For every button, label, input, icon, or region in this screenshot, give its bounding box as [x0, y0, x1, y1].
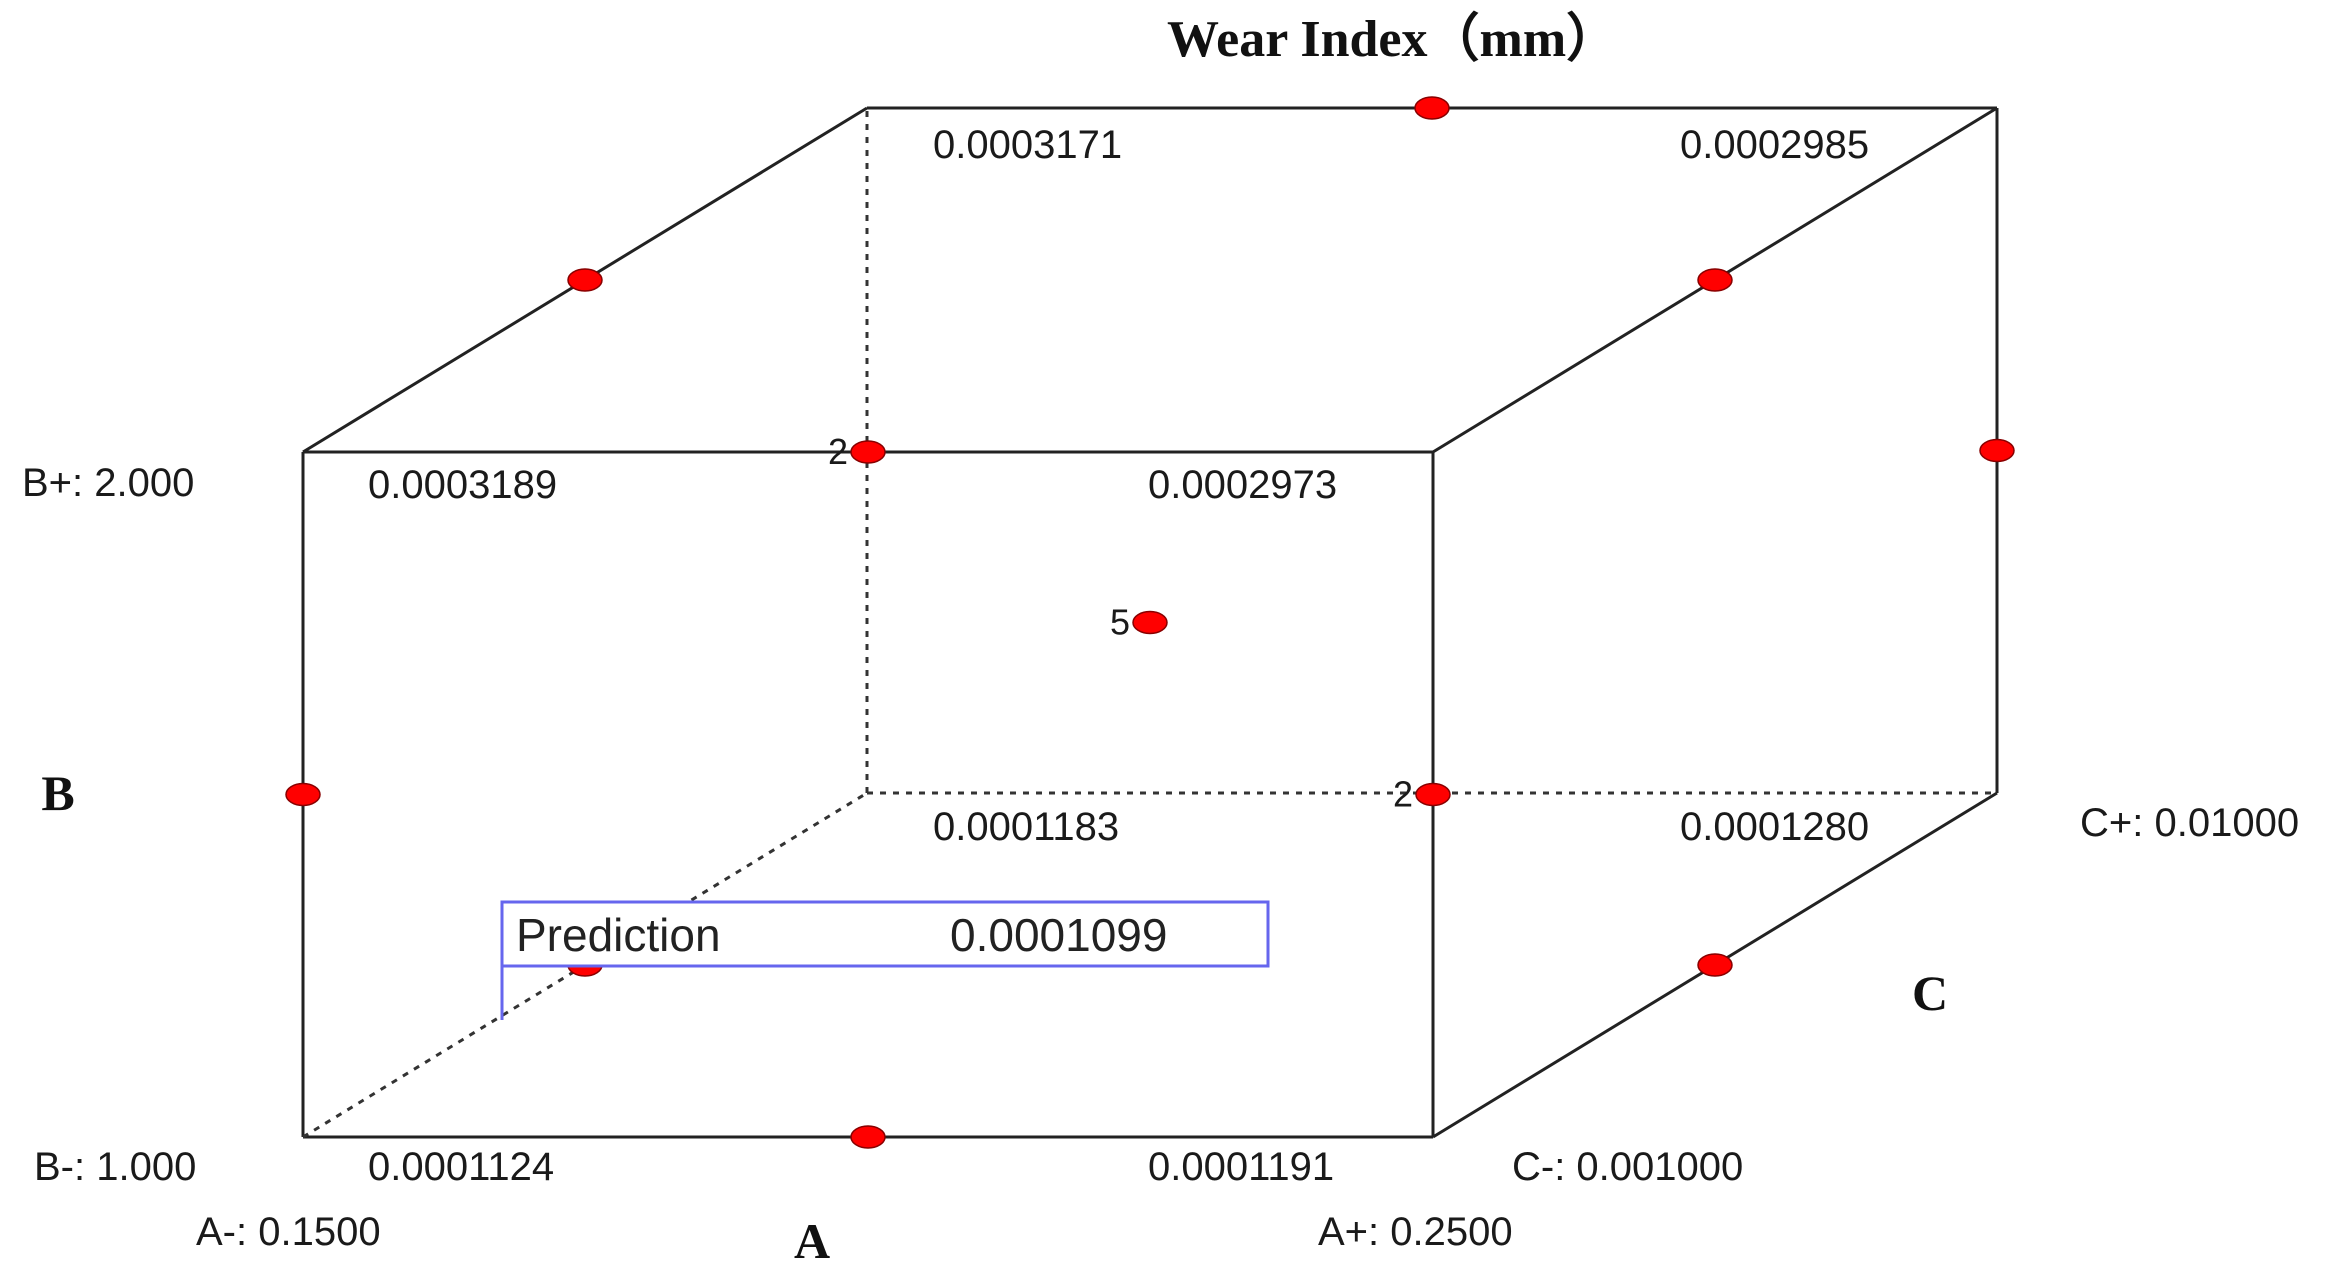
- prediction-value: 0.0001099: [950, 909, 1167, 961]
- corner-value-a-high-b-high-c-high: 0.0002985: [1680, 123, 1869, 167]
- corner-value-a-low-b-high-c-high: 0.0003171: [933, 123, 1122, 167]
- design-point: [1697, 953, 1733, 977]
- prediction-box: [500, 900, 1270, 968]
- factor-a-low-label: A-: 0.1500: [196, 1210, 381, 1254]
- corner-value-a-low-b-low-c-high: 0.0001183: [933, 805, 1119, 849]
- factor-c-low-label: C-: 0.001000: [1512, 1145, 1743, 1189]
- corner-value-a-low-b-high-c-low: 0.0003189: [368, 463, 557, 507]
- chart-title: Wear Index（mm）: [1167, 10, 1618, 68]
- corner-value-a-low-b-low-c-low: 0.0001124: [368, 1145, 554, 1189]
- design-point: [567, 268, 603, 292]
- prediction-label: Prediction: [516, 909, 721, 961]
- factor-c-high-label: C+: 0.01000: [2080, 801, 2299, 845]
- corner-value-a-high-b-low-c-high: 0.0001280: [1680, 805, 1869, 849]
- design-points: 2 2 5: [285, 96, 2015, 1149]
- design-point: [1415, 782, 1451, 807]
- design-point: [1979, 438, 2015, 463]
- factor-b-name: B: [41, 765, 74, 821]
- factor-a-high-label: A+: 0.2500: [1318, 1210, 1513, 1254]
- design-point: [850, 440, 886, 464]
- factor-c-name: C: [1912, 965, 1948, 1021]
- design-point-count: 2: [1393, 774, 1413, 815]
- corner-value-a-high-b-low-c-low: 0.0001191: [1148, 1145, 1334, 1189]
- design-point: [850, 1125, 886, 1149]
- cube-labels: Wear Index（mm） B+: 2.000 B-: 1.000 A-: 0…: [22, 10, 2299, 1269]
- design-point: [1697, 268, 1733, 292]
- factor-b-low-label: B-: 1.000: [34, 1145, 196, 1189]
- factor-b-high-label: B+: 2.000: [22, 461, 194, 505]
- design-point-count: 5: [1110, 602, 1130, 643]
- design-point: [1132, 610, 1168, 635]
- corner-value-a-high-b-high-c-low: 0.0002973: [1148, 463, 1337, 507]
- design-point: [285, 782, 321, 807]
- factor-a-name: A: [794, 1213, 830, 1269]
- design-point-count: 2: [828, 431, 848, 472]
- design-point: [1414, 96, 1450, 120]
